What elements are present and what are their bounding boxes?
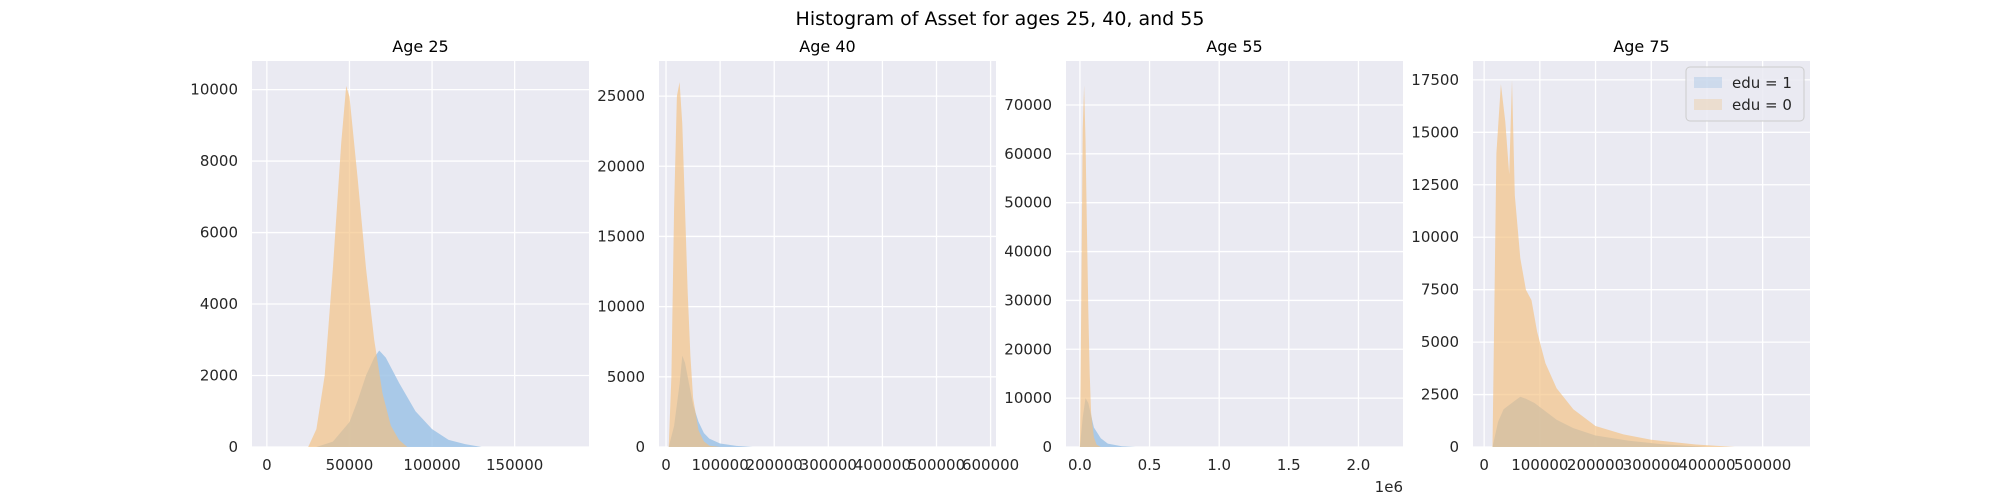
- subplot-title: Age 25: [392, 37, 448, 56]
- y-tick-label: 2000: [200, 367, 238, 385]
- subplot-3: Age 55 0.0 0.5 1.0 1.5 2.0 0 10000 20000 30000 400…: [1004, 37, 1403, 496]
- y-tick-label: 10000: [190, 81, 238, 99]
- legend-box: [1685, 66, 1805, 122]
- histogram-edu0: [308, 86, 408, 447]
- subplot-1: Age 25 0 50000 100000 150000 0 2000 4000 6000 800…: [190, 37, 589, 474]
- histogram-edu0: [1492, 79, 1735, 447]
- y-tick-label: 70000: [1004, 96, 1052, 114]
- y-tick-label: 6000: [200, 224, 238, 242]
- legend-swatch: [1694, 77, 1722, 88]
- x-tick-label: 0: [1479, 456, 1489, 474]
- x-offset-label: 1e6: [1375, 478, 1403, 496]
- subplot-title: Age 55: [1206, 37, 1262, 56]
- legend-label: edu = 0: [1732, 96, 1792, 114]
- y-tick-label: 0: [228, 438, 238, 456]
- y-tick-label: 8000: [200, 152, 238, 170]
- subplots: Age 250 50000 100000 1500000200040006000800…: [190, 37, 1810, 496]
- y-tick-label: 10000: [1411, 228, 1459, 246]
- figure-title: Histogram of Asset for ages 25, 40, and …: [796, 8, 1205, 30]
- x-tick-label: 500000: [908, 456, 965, 474]
- x-tick-label: 100000: [691, 456, 748, 474]
- y-tick-label: 40000: [1004, 243, 1052, 261]
- histogram-edu0: [668, 82, 721, 447]
- y-tick-label: 4000: [200, 295, 238, 313]
- x-tick-label: 200000: [1567, 456, 1624, 474]
- histogram-edu0: [1079, 85, 1101, 447]
- x-tick-label: 400000: [854, 456, 911, 474]
- y-tick-label: 2500: [1421, 386, 1459, 404]
- y-tick-label: 20000: [597, 157, 645, 175]
- x-tick-label: 500000: [1734, 456, 1791, 474]
- y-tick-label: 5000: [607, 368, 645, 386]
- y-tick-label: 5000: [1421, 333, 1459, 351]
- x-tick-label: 300000: [1623, 456, 1680, 474]
- subplot-title: Age 40: [799, 37, 855, 56]
- x-tick-label: 400000: [1678, 456, 1735, 474]
- y-tick-label: 7500: [1421, 281, 1459, 299]
- y-tick-label: 25000: [597, 87, 645, 105]
- y-tick-label: 17500: [1411, 71, 1459, 89]
- x-tick-label: 300000: [800, 456, 857, 474]
- x-tick-label: 200000: [746, 456, 803, 474]
- x-tick-label: 100000: [1511, 456, 1568, 474]
- plot-area: [252, 61, 589, 447]
- x-tick-label: 2.0: [1347, 456, 1371, 474]
- y-tick-label: 0: [1449, 438, 1459, 456]
- y-tick-label: 10000: [597, 298, 645, 316]
- histogram-edu1: [1079, 398, 1136, 447]
- subplot-2: Age 400 100000200000300000400000500000600…: [597, 37, 1019, 474]
- plot-area: [659, 61, 996, 447]
- y-tick-label: 15000: [597, 227, 645, 245]
- y-tick-label: 20000: [1004, 340, 1052, 358]
- x-tick-label: 100000: [403, 456, 460, 474]
- x-tick-label: 600000: [962, 456, 1019, 474]
- x-tick-label: 50000: [326, 456, 374, 474]
- y-tick-label: 0: [1042, 438, 1052, 456]
- y-tick-label: 30000: [1004, 291, 1052, 309]
- x-tick-label: 0: [661, 456, 671, 474]
- x-tick-label: 150000: [486, 456, 543, 474]
- legend-label: edu = 1: [1732, 74, 1792, 92]
- plot-area: [1066, 61, 1403, 447]
- x-tick-label: 0.5: [1138, 456, 1162, 474]
- legend: edu = 1 edu = 0: [1685, 66, 1805, 122]
- y-tick-label: 10000: [1004, 389, 1052, 407]
- y-tick-label: 50000: [1004, 194, 1052, 212]
- legend-swatch: [1694, 99, 1722, 110]
- y-tick-label: 12500: [1411, 176, 1459, 194]
- y-tick-label: 15000: [1411, 123, 1459, 141]
- x-tick-label: 1.5: [1277, 456, 1301, 474]
- x-tick-label: 0: [262, 456, 272, 474]
- y-tick-label: 0: [635, 438, 645, 456]
- y-tick-label: 60000: [1004, 145, 1052, 163]
- subplot-title: Age 75: [1613, 37, 1669, 56]
- x-tick-label: 0.0: [1068, 456, 1092, 474]
- x-tick-label: 1.0: [1207, 456, 1231, 474]
